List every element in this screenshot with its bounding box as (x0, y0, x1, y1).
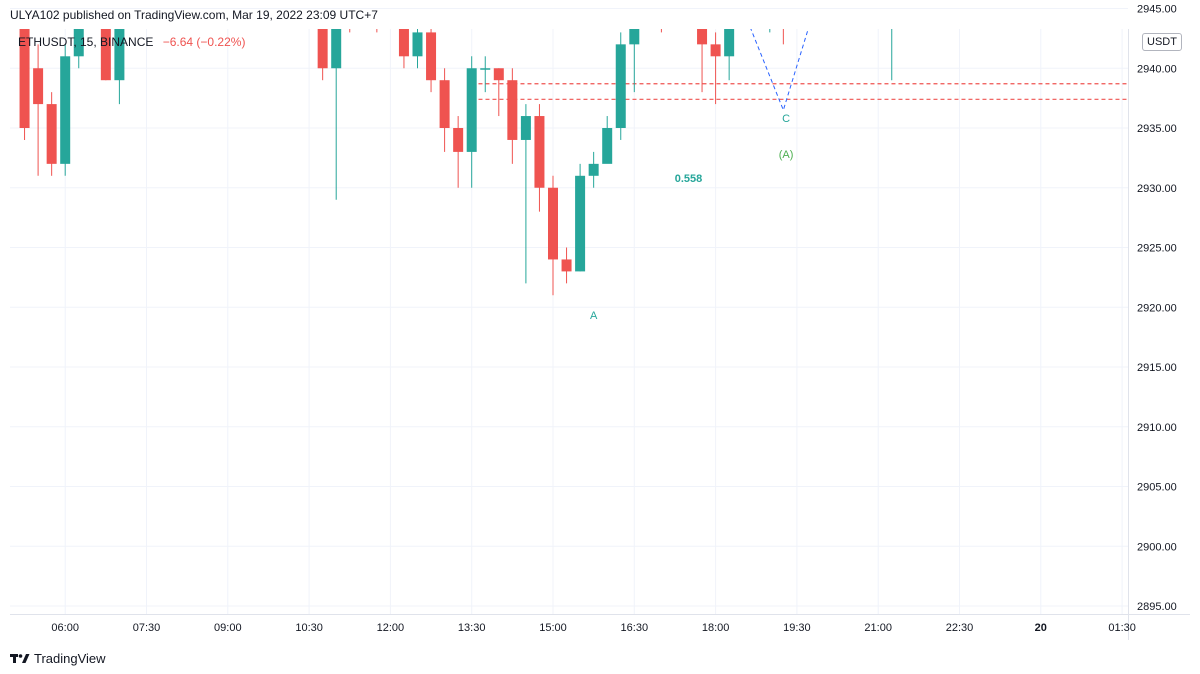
published-info: ULYA102 published on TradingView.com, Ma… (10, 8, 378, 22)
price-tick-label: 2920.00 (1137, 302, 1177, 314)
time-tick-label: 10:30 (295, 622, 323, 634)
price-tick-label: 2935.00 (1137, 123, 1177, 135)
candle-body (534, 116, 545, 188)
candle-body (588, 163, 599, 176)
symbol-info: ETHUSDT, 15, BINANCE (18, 35, 154, 49)
candle-body (60, 56, 71, 164)
candle-body (453, 128, 464, 152)
price-tick-label: 2915.00 (1137, 362, 1177, 374)
candle-body (439, 80, 450, 128)
price-tick-label: 2910.00 (1137, 422, 1177, 434)
time-tick-label: 22:30 (946, 622, 974, 634)
candle-body (615, 44, 626, 128)
brand-name: TradingView (34, 650, 106, 666)
candle-body (412, 32, 423, 57)
candle-body (724, 29, 735, 57)
currency-label[interactable]: USDT (1142, 33, 1182, 51)
time-tick-label: 09:00 (214, 622, 242, 634)
candle-body (398, 29, 409, 57)
candle-body (33, 68, 44, 105)
time-tick-label: 18:00 (702, 622, 730, 634)
price-tick-label: 2895.00 (1137, 601, 1177, 613)
price-tick-label: 2940.00 (1137, 63, 1177, 75)
time-tick-label: 16:30 (621, 622, 649, 634)
candle-body (602, 128, 613, 164)
time-tick-label: 01:30 (1108, 622, 1136, 634)
candle-body (466, 68, 477, 152)
candles (19, 29, 893, 296)
time-tick-label: 07:30 (133, 622, 161, 634)
candle-body (575, 175, 586, 272)
time-tick-label: 21:00 (864, 622, 892, 634)
fib-ratio-label: 0.558 (675, 173, 703, 185)
price-tick-label: 2930.00 (1137, 183, 1177, 195)
time-tick-label: 06:00 (51, 622, 79, 634)
price-change: −6.64 (−0.22%) (162, 35, 246, 49)
candle-body (493, 68, 504, 81)
price-tick-label: 2925.00 (1137, 243, 1177, 255)
publish-header: ULYA102 published on TradingView.com, Ma… (0, 0, 1200, 28)
candle-body (46, 104, 57, 164)
brand-footer[interactable]: TradingView (10, 650, 106, 666)
price-tick-label: 2945.00 (1137, 4, 1177, 16)
candle-body (480, 68, 491, 70)
wave-label: C (782, 113, 790, 125)
candle-body (507, 80, 518, 140)
time-tick-label: 20 (1035, 622, 1047, 634)
price-tick-label: 2900.00 (1137, 541, 1177, 553)
time-tick-label: 19:30 (783, 622, 811, 634)
candle-body (697, 29, 708, 45)
price-tick-label: 2905.00 (1137, 482, 1177, 494)
wave-label: (A) (779, 149, 794, 161)
candle-body (100, 29, 111, 81)
candle-body (114, 29, 125, 81)
tradingview-logo-icon (10, 654, 30, 663)
candle-body (73, 29, 84, 57)
candle-body (19, 29, 30, 128)
plot-area: AB(X)C(A)D(Y)0.5581.611 (19, 29, 1128, 322)
grid-lines (10, 8, 1128, 614)
candle-body (548, 187, 558, 260)
candle-body (426, 32, 437, 81)
time-tick-label: 13:30 (458, 622, 486, 634)
candle-body (520, 116, 531, 140)
candle-body (561, 259, 572, 272)
candle-body (629, 29, 640, 45)
candle-body (710, 44, 721, 57)
time-tick-label: 15:00 (539, 622, 567, 634)
symbol-legend: ETHUSDT, 15, BINANCE −6.64 (−0.22%) (18, 35, 245, 49)
time-tick-label: 12:00 (377, 622, 405, 634)
candle-body (331, 29, 342, 69)
candle-body (317, 29, 328, 69)
wave-label: A (590, 310, 598, 322)
